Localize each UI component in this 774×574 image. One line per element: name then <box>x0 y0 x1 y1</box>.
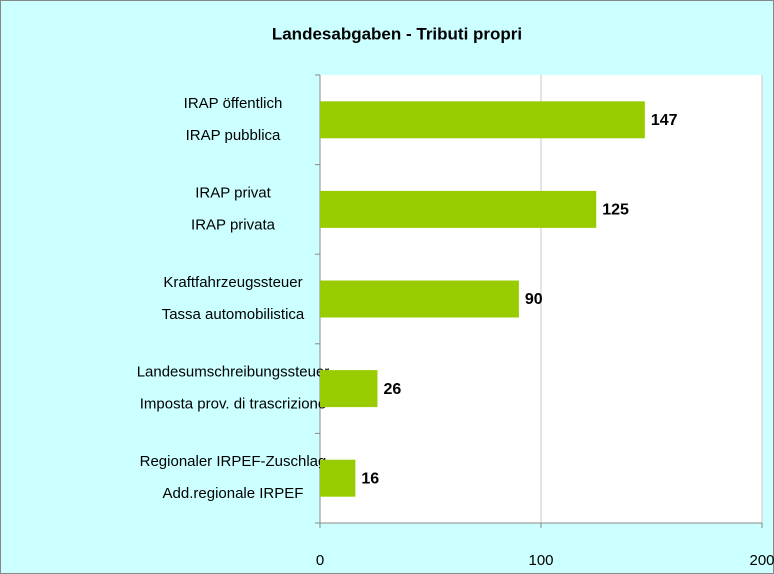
y-tick-label: IRAP pubblica <box>186 127 281 144</box>
y-tick-label: Regionaler IRPEF-Zuschlag <box>140 453 327 470</box>
y-tick-label: IRAP privat <box>195 184 271 201</box>
y-tick-label: IRAP privata <box>191 216 276 233</box>
x-tick-label: 0 <box>316 552 324 569</box>
y-tick-label: Tassa automobilistica <box>162 306 305 323</box>
value-label: 125 <box>602 202 629 219</box>
x-tick-label: 200 <box>749 552 774 569</box>
value-label: 147 <box>651 112 678 129</box>
value-label: 26 <box>383 381 401 398</box>
chart-title: Landesabgaben - Tributi propri <box>272 24 522 43</box>
bar <box>320 101 645 139</box>
bar <box>320 459 356 497</box>
value-label: 16 <box>361 470 379 487</box>
y-tick-label: Landesumschreibungssteuer <box>137 364 330 381</box>
bar <box>320 190 597 228</box>
y-tick-label: Imposta prov. di trascrizione <box>140 396 326 413</box>
bar <box>320 280 519 318</box>
x-tick-label: 100 <box>528 552 553 569</box>
y-tick-label: Kraftfahrzeugssteuer <box>163 274 302 291</box>
bar <box>320 370 378 408</box>
y-tick-label: IRAP öffentlich <box>184 95 283 112</box>
y-tick-label: Add.regionale IRPEF <box>163 485 304 502</box>
value-label: 90 <box>525 291 543 308</box>
